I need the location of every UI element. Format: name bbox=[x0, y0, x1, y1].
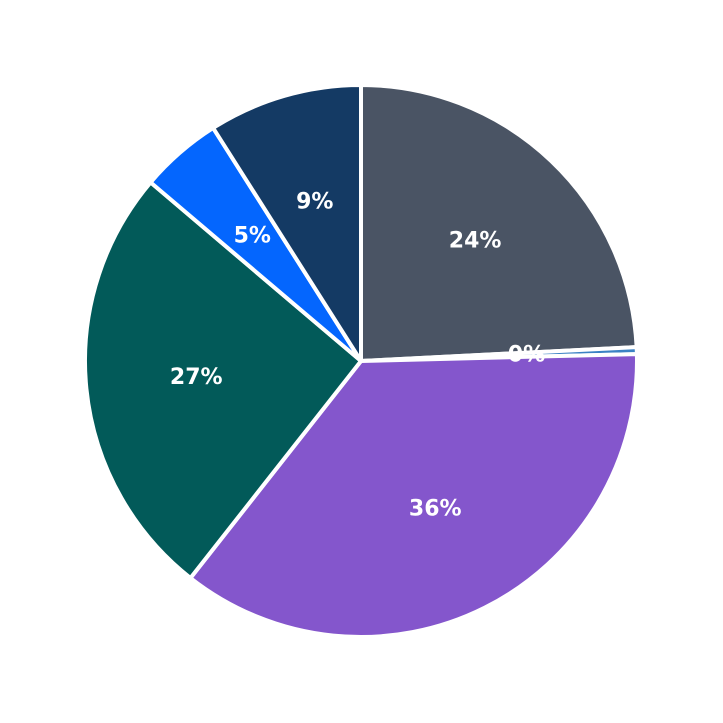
pie-slice-label-2: 36% bbox=[409, 497, 462, 522]
pie-slice-2 bbox=[188, 352, 639, 639]
pie-slice-5 bbox=[211, 83, 363, 363]
pie-slice-label-3: 27% bbox=[170, 365, 223, 390]
pie-slice-label-5: 9% bbox=[296, 189, 333, 214]
pie-slice-0 bbox=[359, 83, 639, 363]
pie-labels: 24% 0% 36% 27% 5% 9% bbox=[170, 189, 545, 521]
pie-slices bbox=[83, 83, 639, 639]
pie-slice-label-4: 5% bbox=[234, 224, 271, 249]
pie-slice-label-1: 0% bbox=[508, 342, 545, 367]
pie-slice-3 bbox=[83, 180, 363, 581]
pie-slice-label-0: 24% bbox=[449, 229, 502, 254]
